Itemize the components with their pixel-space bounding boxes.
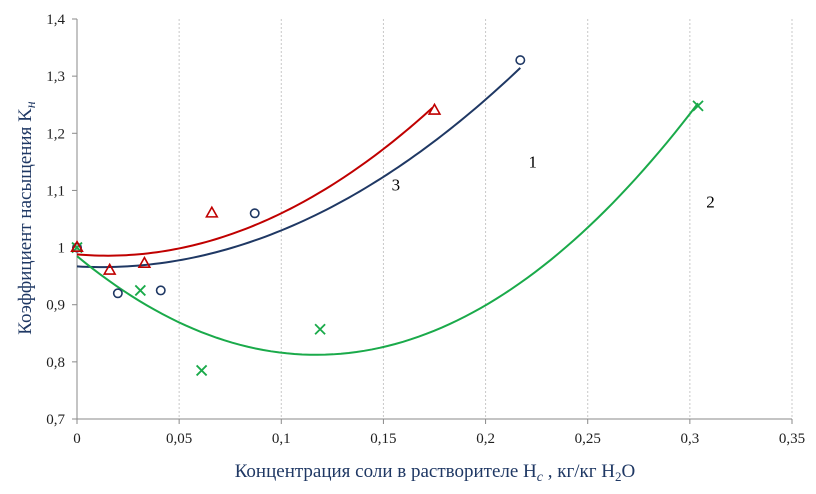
y-tick-label: 1 [58,241,66,257]
y-tick-label: 0,7 [46,412,65,428]
data-point-circle [249,208,260,219]
data-point-cross [692,100,704,112]
axes [72,18,793,424]
x-axis-title: Концентрация соли в растворителе Hc , кг… [235,461,636,485]
y-tick-label: 1,1 [46,183,65,199]
data-point-cross [314,323,326,335]
data-point-triangle [70,239,84,252]
trend-line-cross [76,102,699,356]
x-tick-label: 0,2 [476,431,495,447]
data-point-cross [134,284,146,297]
data-point-cross [195,364,208,377]
curve-label-2: 2 [706,193,715,212]
x-tick-label: 0,1 [272,431,291,447]
data-point-triangle [102,262,117,275]
data-point-triangle [205,205,219,218]
curve-label-1: 1 [528,153,537,172]
y-tick-label: 0,8 [46,355,65,371]
x-tick-label: 0 [73,431,81,447]
data-markers [70,55,704,377]
trend-line-triangle [76,107,434,257]
y-tick-label: 1,4 [46,12,65,28]
y-tick-label: 1,2 [46,126,65,142]
x-tick-label: 0,3 [680,431,699,447]
x-tick-label: 0,35 [779,431,805,447]
x-tick-label: 0,05 [166,431,192,447]
curve-labels: 1 2 3 [392,153,715,212]
x-tick-label: 0,15 [370,431,396,447]
y-tick-label: 1,3 [46,69,65,85]
x-tick-label: 0,25 [575,431,601,447]
y-axis-title: Коэффициент насыщения Kн [15,101,39,335]
trend-line-circle [76,67,521,269]
curve-label-3: 3 [392,175,401,194]
data-point-triangle [427,102,442,115]
data-point-circle [112,288,123,299]
y-tick-label: 0,9 [46,298,65,314]
data-point-circle [155,285,166,296]
data-point-triangle [137,255,152,268]
trend-lines [76,67,699,356]
tick-labels: 0 0,05 0,1 0,15 0,2 0,25 0,3 0,35 0,7 0,8 0,9 1 1,1 1… [46,12,805,447]
data-point-circle [515,55,526,66]
